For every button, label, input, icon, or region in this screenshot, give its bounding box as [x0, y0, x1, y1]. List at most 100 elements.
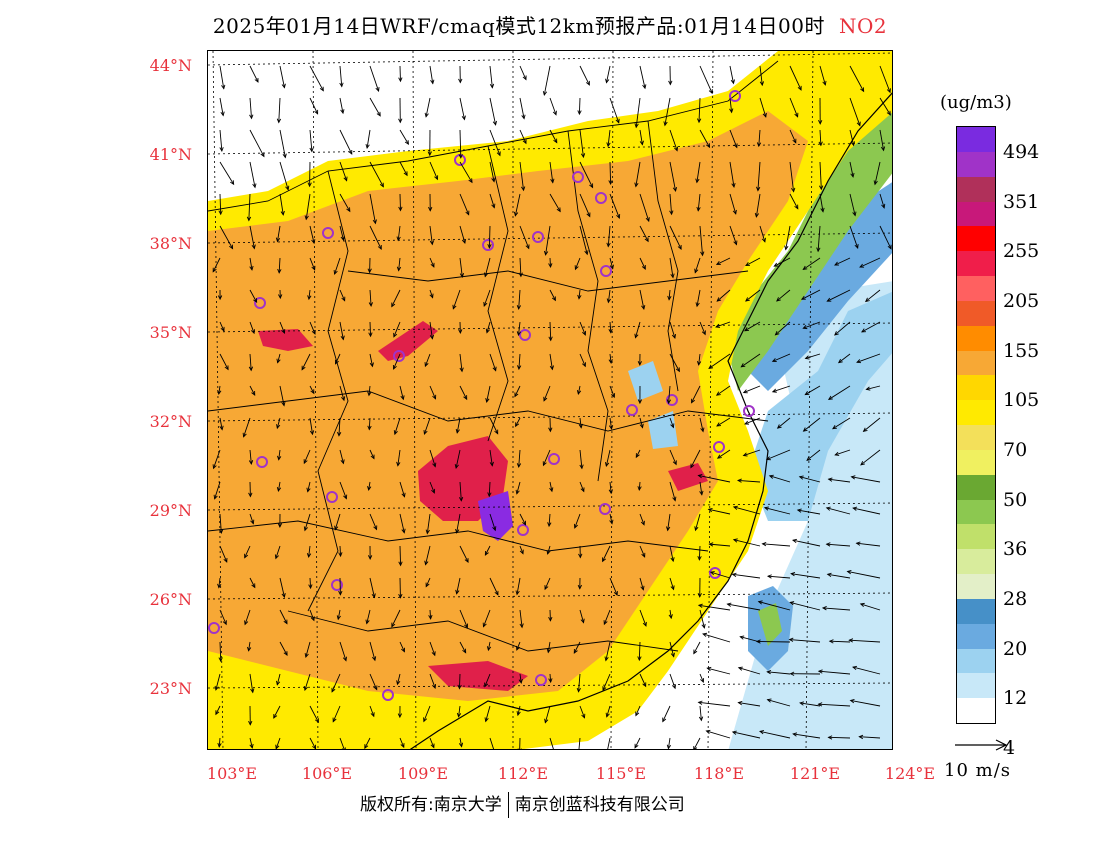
wind-arrow — [727, 603, 761, 611]
wind-arrow — [249, 737, 253, 749]
wind-arrowhead — [586, 212, 591, 218]
wind-arrowhead — [249, 114, 254, 120]
wind-arrow — [219, 97, 224, 116]
wind-arrow — [249, 321, 255, 334]
wind-arrowhead — [732, 505, 738, 510]
wind-arrowhead — [818, 141, 823, 147]
wind-arrow — [605, 641, 611, 661]
wind-arrowhead — [849, 698, 855, 704]
wind-arrowhead — [700, 678, 705, 684]
wind-arrowhead — [859, 602, 865, 608]
wind-arrowhead — [483, 301, 488, 307]
wind-arrow — [805, 353, 821, 359]
wind-arrowhead — [519, 623, 524, 629]
wind-arrow — [339, 481, 347, 499]
wind-arrowhead — [465, 210, 470, 216]
map-panel[interactable] — [207, 50, 893, 750]
wind-arrowhead — [699, 490, 704, 496]
wind-arrowhead — [250, 519, 255, 525]
wind-arrow — [519, 161, 525, 191]
wind-arrow — [309, 257, 316, 270]
wind-arrowhead — [343, 494, 348, 500]
wind-arrowhead — [244, 553, 249, 559]
wind-arrow — [459, 737, 463, 747]
wind-arrow — [573, 641, 581, 654]
wind-arrow — [398, 257, 401, 271]
wind-arrow — [218, 737, 221, 747]
wind-arrowhead — [277, 455, 282, 461]
wind-arrowhead — [690, 463, 695, 469]
wind-arrow — [366, 129, 371, 149]
wind-arrow — [335, 353, 341, 364]
wind-arrow — [609, 577, 618, 596]
wind-arrowhead — [826, 572, 832, 578]
wind-arrowhead — [697, 603, 703, 608]
wind-arrowhead — [430, 79, 435, 85]
wind-arrow — [609, 321, 612, 333]
wind-arrow — [759, 730, 791, 739]
chart-title: 2025年01月14日WRF/cmaq模式12km预报产品:01月14日00时 N… — [0, 10, 1100, 39]
wind-arrowhead — [827, 477, 833, 482]
wind-arrow — [607, 225, 611, 247]
wind-arrowhead — [817, 669, 823, 674]
wind-arrowhead — [736, 478, 742, 483]
wind-arrowhead — [766, 670, 772, 675]
wind-arrow — [276, 673, 281, 685]
wind-arrow — [609, 161, 612, 184]
wind-arrow — [639, 417, 643, 428]
wind-arrowhead — [341, 747, 346, 749]
wind-arrowhead — [708, 364, 714, 369]
wind-arrowhead — [694, 268, 699, 274]
wind-arrowhead — [248, 366, 254, 372]
wind-arrowhead — [401, 492, 406, 498]
wind-arrowhead — [556, 207, 561, 213]
wind-arrowhead — [602, 557, 606, 563]
legend-tick-label: 255 — [1003, 240, 1040, 263]
wind-arrow — [489, 193, 495, 208]
wind-arrow — [424, 353, 431, 367]
wind-arrow — [489, 353, 497, 371]
wind-arrowhead — [886, 110, 891, 116]
wind-arrowhead — [635, 453, 640, 459]
wind-arrow — [249, 65, 259, 83]
wind-arrowhead — [668, 80, 673, 86]
wind-arrow — [339, 545, 342, 557]
color-legend — [956, 126, 996, 724]
wind-arrow — [578, 737, 581, 749]
wind-arrow — [516, 641, 521, 651]
wind-arrow — [879, 225, 892, 249]
wind-arrow — [764, 507, 791, 515]
wind-arrowhead — [400, 395, 405, 401]
legend-tick-label: 105 — [1003, 389, 1040, 412]
wind-arrow — [488, 481, 491, 497]
wind-arrow — [792, 539, 821, 547]
wind-arrow — [577, 385, 581, 395]
wind-arrow — [249, 673, 254, 693]
wind-arrow — [219, 129, 223, 152]
wind-arrowhead — [771, 388, 777, 393]
wind-arrow — [766, 449, 791, 460]
wind-arrowhead — [428, 206, 433, 212]
wind-arrow — [579, 193, 591, 217]
wind-arrow — [278, 97, 281, 123]
wind-arrow — [487, 641, 491, 651]
wind-arrowhead — [276, 680, 281, 686]
lat-label: 23°N — [149, 679, 192, 698]
wind-arrowhead — [219, 147, 224, 153]
wind-arrow — [801, 289, 821, 300]
wind-arrowhead — [744, 327, 749, 332]
wind-arrowhead — [334, 525, 339, 531]
wind-arrowhead — [701, 330, 706, 336]
wind-arrowhead — [307, 295, 312, 301]
city-marker — [572, 171, 584, 183]
wind-arrowhead — [817, 702, 823, 707]
wind-arrow — [609, 385, 615, 398]
wind-arrow — [767, 575, 791, 579]
wind-arrowhead — [516, 711, 521, 717]
city-markers — [208, 90, 755, 701]
city-marker — [600, 265, 612, 277]
wind-arrow — [639, 193, 650, 222]
wind-arrowhead — [700, 427, 705, 433]
wind-arrowhead — [338, 590, 343, 596]
wind-arrowhead — [856, 121, 861, 127]
